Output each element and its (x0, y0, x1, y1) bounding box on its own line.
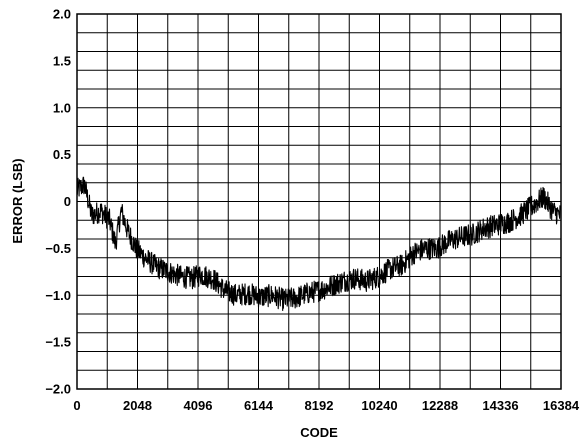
x-tick-label: 16384 (543, 398, 580, 413)
error-trace (76, 176, 562, 312)
y-tick-label: 2.0 (53, 7, 71, 22)
x-axis-title: CODE (300, 425, 338, 440)
x-tick-label: 8192 (305, 398, 334, 413)
y-axis-title: ERROR (LSB) (10, 158, 25, 243)
grid (77, 14, 561, 389)
x-tick-label: 12288 (422, 398, 458, 413)
x-tick-label: 10240 (361, 398, 397, 413)
y-tick-label: −1.5 (45, 335, 71, 350)
y-tick-label: 0 (64, 194, 71, 209)
y-tick-label: −2.0 (45, 382, 71, 397)
y-tick-label: 0.5 (53, 147, 71, 162)
y-tick-label: −1.0 (45, 288, 71, 303)
x-tick-label: 0 (73, 398, 80, 413)
x-tick-labels: 0 2048 4096 6144 8192 10240 12288 14336 16384 (73, 398, 579, 413)
y-tick-label: −0.5 (45, 241, 71, 256)
x-tick-label: 14336 (482, 398, 518, 413)
x-tick-label: 6144 (244, 398, 274, 413)
x-tick-label: 4096 (184, 398, 213, 413)
plot-frame (76, 13, 562, 390)
y-tick-labels: 2.0 1.5 1.0 0.5 0 −0.5 −1.0 −1.5 −2.0 (45, 7, 71, 397)
y-tick-label: 1.5 (53, 53, 71, 68)
y-tick-label: 1.0 (53, 100, 71, 115)
x-tick-label: 2048 (123, 398, 152, 413)
